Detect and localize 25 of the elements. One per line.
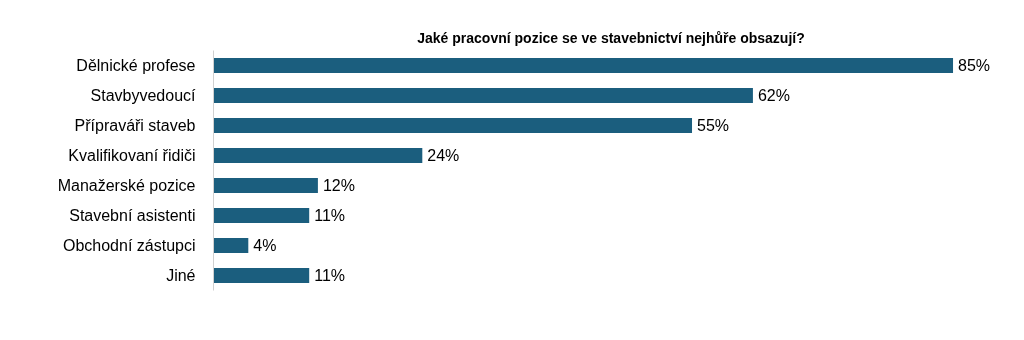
bar bbox=[213, 208, 310, 223]
data-label: 11% bbox=[314, 207, 346, 224]
y-tick-label: Přípraváři staveb bbox=[74, 117, 196, 134]
y-tick-label: Jiné bbox=[166, 267, 196, 284]
bar bbox=[213, 88, 753, 103]
bar bbox=[213, 58, 954, 73]
bar bbox=[213, 118, 693, 133]
bar bbox=[213, 268, 310, 283]
y-tick-label: Manažerské pozice bbox=[57, 177, 196, 194]
data-label: 12% bbox=[322, 177, 355, 194]
bar bbox=[213, 238, 249, 253]
data-label: 62% bbox=[757, 87, 790, 104]
data-label: 4% bbox=[253, 237, 277, 254]
data-label: 85% bbox=[958, 57, 991, 74]
bar bbox=[213, 178, 318, 193]
data-label: 24% bbox=[427, 147, 460, 164]
y-tick-label: Dělnické profese bbox=[76, 57, 196, 74]
data-label: 11% bbox=[314, 267, 346, 284]
y-tick-label: Stavbyvedoucí bbox=[90, 87, 197, 104]
y-tick-label: Obchodní zástupci bbox=[62, 237, 196, 254]
chart-title: Jaké pracovní pozice se ve stavebnictví nejhůře obsazují? bbox=[417, 29, 805, 46]
y-tick-label: Stavební asistenti bbox=[69, 207, 196, 224]
y-tick-label: Kvalifikovaní řidiči bbox=[68, 147, 196, 164]
data-label: 55% bbox=[697, 117, 730, 134]
bar bbox=[213, 148, 423, 163]
